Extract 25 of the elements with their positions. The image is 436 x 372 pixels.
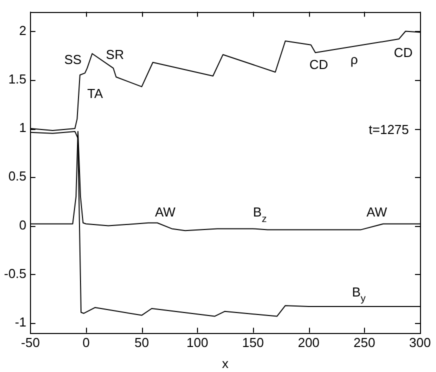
x-tick-label: 0 — [82, 335, 90, 350]
y-tick-label: 1.5 — [8, 71, 26, 86]
annotation: TA — [87, 86, 104, 102]
annotation: CD — [309, 56, 328, 72]
annotation: t=1275 — [368, 122, 409, 138]
y-tick-label: 2 — [19, 22, 26, 38]
annotation: SS — [64, 52, 82, 68]
y-tick-label: 1 — [19, 120, 26, 136]
x-axis-title: x — [222, 356, 229, 371]
y-tick-label: -0.5 — [4, 266, 26, 282]
annotation: AW — [366, 204, 388, 220]
y-tick-label: -1 — [14, 314, 26, 330]
x-tick-label: 300 — [409, 335, 431, 350]
y-tick-label: 0.5 — [8, 168, 26, 184]
annotation: SR — [106, 47, 124, 62]
x-tick-label: 50 — [134, 335, 149, 350]
annotation: ρ — [350, 52, 358, 68]
x-tick-label: 100 — [186, 335, 208, 350]
x-tick-label: 150 — [242, 335, 264, 350]
x-tick-label: 200 — [298, 335, 320, 350]
annotation: AW — [154, 204, 176, 220]
x-tick-label: -50 — [21, 335, 40, 350]
annotation: CD — [394, 45, 413, 60]
x-tick-label: 250 — [353, 335, 376, 350]
y-tick-label: 0 — [19, 217, 26, 232]
